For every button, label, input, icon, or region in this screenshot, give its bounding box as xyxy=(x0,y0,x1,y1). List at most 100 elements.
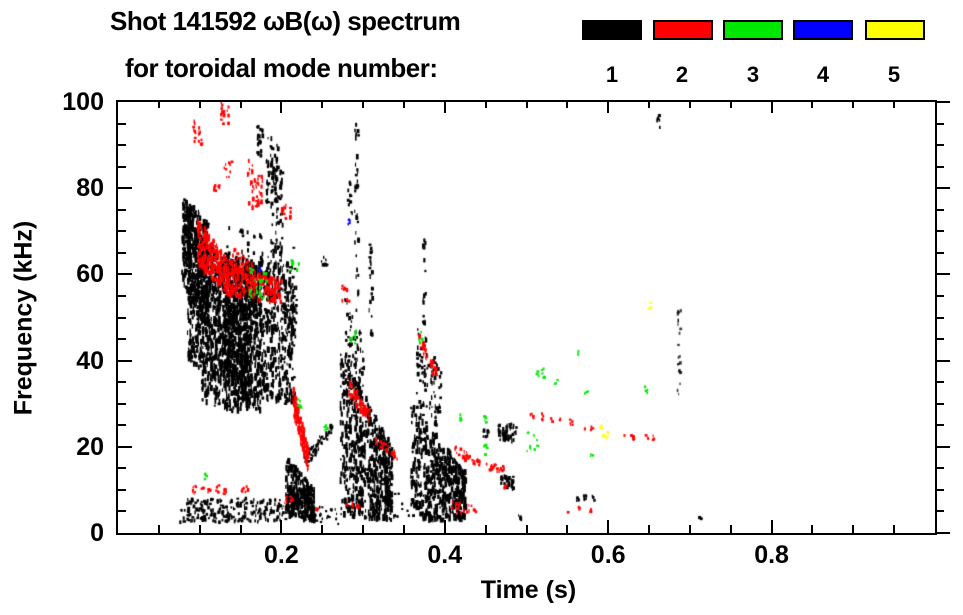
axis-tick xyxy=(118,424,126,427)
axis-tick xyxy=(935,187,950,190)
axis-tick xyxy=(321,525,324,533)
y-tick-label: 0 xyxy=(90,519,104,547)
axis-tick xyxy=(280,102,283,113)
axis-tick xyxy=(811,525,814,533)
figure-title-line1: Shot 141592 ωB(ω) spectrum xyxy=(110,6,461,36)
y-axis-label: Frequency (kHz) xyxy=(9,220,38,415)
spectrum-plot-canvas xyxy=(118,102,935,533)
axis-tick xyxy=(852,102,855,108)
axis-tick xyxy=(935,316,944,319)
figure-title-line2: for toroidal mode number: xyxy=(125,53,438,83)
y-tick-label: 20 xyxy=(76,432,104,461)
axis-tick xyxy=(118,230,126,233)
axis-tick xyxy=(157,525,160,533)
axis-tick xyxy=(484,525,487,533)
legend-mode-number-2: 2 xyxy=(675,62,689,87)
axis-tick xyxy=(935,273,950,276)
axis-tick xyxy=(362,525,365,533)
axis-tick xyxy=(118,445,132,448)
axis-tick xyxy=(443,102,446,113)
axis-tick xyxy=(280,520,283,533)
axis-tick xyxy=(239,525,242,533)
axis-tick xyxy=(688,525,691,533)
axis-tick xyxy=(321,102,324,108)
x-tick-label: 0.6 xyxy=(590,541,626,569)
axis-tick xyxy=(893,525,896,533)
axis-tick xyxy=(935,144,944,147)
x-tick-label: 0.8 xyxy=(754,541,789,569)
axis-tick xyxy=(935,424,944,427)
legend-swatch-mode-2 xyxy=(653,20,713,40)
axis-tick xyxy=(402,525,405,533)
legend-mode-number-4: 4 xyxy=(816,62,830,87)
legend-swatch-mode-1 xyxy=(582,20,642,40)
axis-tick xyxy=(935,294,944,297)
y-tick-label: 100 xyxy=(62,88,104,116)
axis-tick xyxy=(729,102,732,108)
axis-tick xyxy=(935,338,944,341)
axis-tick xyxy=(443,520,446,533)
axis-tick xyxy=(402,102,405,108)
axis-tick xyxy=(118,316,126,319)
x-tick-label: 0.2 xyxy=(264,541,299,569)
axis-tick xyxy=(935,165,944,168)
legend-mode-number-5: 5 xyxy=(887,62,901,87)
axis-tick xyxy=(935,488,944,491)
axis-tick xyxy=(118,165,126,168)
axis-tick xyxy=(607,102,610,113)
axis-tick xyxy=(811,102,814,108)
axis-tick xyxy=(935,445,950,448)
axis-tick xyxy=(935,532,950,534)
axis-tick xyxy=(648,525,651,533)
legend-swatch-mode-5 xyxy=(865,20,925,40)
axis-tick xyxy=(118,208,126,211)
axis-tick xyxy=(198,525,201,533)
axis-tick xyxy=(935,122,944,125)
axis-tick xyxy=(118,122,126,125)
y-tick-label: 80 xyxy=(76,174,104,203)
axis-tick xyxy=(118,338,126,341)
axis-tick xyxy=(935,101,950,103)
axis-tick xyxy=(118,294,126,297)
axis-tick xyxy=(935,208,944,211)
axis-tick xyxy=(566,102,569,108)
axis-tick xyxy=(935,359,950,362)
axis-tick xyxy=(198,102,201,108)
axis-tick xyxy=(118,187,132,190)
axis-tick xyxy=(362,102,365,108)
axis-tick xyxy=(935,381,944,384)
axis-tick xyxy=(935,467,944,470)
axis-tick xyxy=(852,525,855,533)
axis-tick xyxy=(770,102,773,113)
axis-tick xyxy=(484,102,487,108)
y-tick-label: 60 xyxy=(76,260,104,289)
axis-tick xyxy=(118,251,126,254)
axis-tick xyxy=(566,525,569,533)
axis-tick xyxy=(770,520,773,533)
axis-tick xyxy=(935,510,944,513)
axis-tick xyxy=(118,510,126,513)
axis-tick xyxy=(118,488,126,491)
axis-tick xyxy=(893,102,896,108)
axis-tick xyxy=(157,102,160,108)
axis-tick xyxy=(118,467,126,470)
y-tick-label: 40 xyxy=(76,346,104,375)
axis-tick xyxy=(935,230,944,233)
axis-tick xyxy=(118,273,132,276)
axis-tick xyxy=(935,402,944,405)
axis-tick xyxy=(688,102,691,108)
axis-tick xyxy=(239,102,242,108)
legend-mode-number-1: 1 xyxy=(605,62,619,87)
x-axis-label: Time (s) xyxy=(480,576,577,604)
axis-tick xyxy=(607,520,610,533)
axis-tick xyxy=(525,525,528,533)
x-tick-label: 0.4 xyxy=(427,541,463,569)
axis-tick xyxy=(118,402,126,405)
axis-tick xyxy=(118,144,126,147)
axis-tick xyxy=(935,251,944,254)
axis-tick xyxy=(525,102,528,108)
axis-tick xyxy=(118,381,126,384)
axis-tick xyxy=(648,102,651,108)
legend-swatch-mode-3 xyxy=(723,20,783,40)
